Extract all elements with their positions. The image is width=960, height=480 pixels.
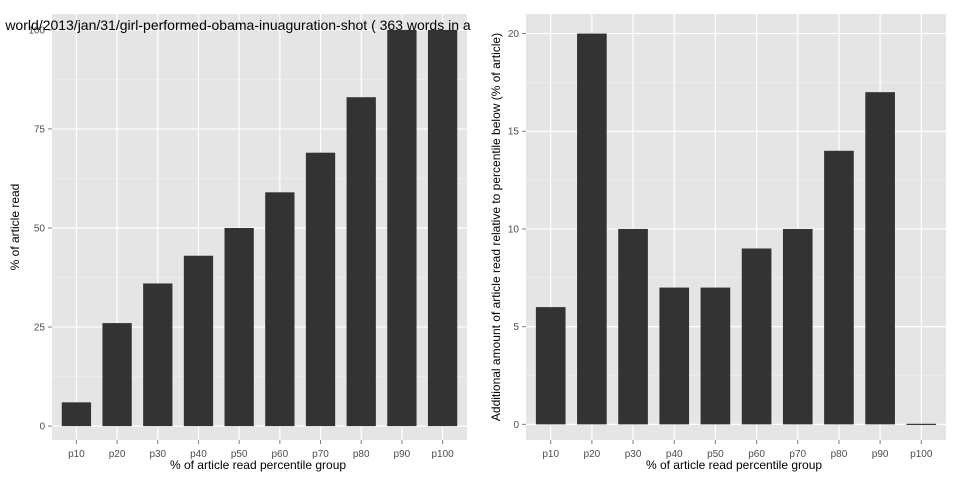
bar-p80 — [824, 150, 854, 425]
x-tick-label: p20 — [584, 449, 601, 460]
bar-p70 — [305, 152, 336, 427]
bar-p20 — [102, 323, 132, 427]
y-tick-label: 25 — [34, 323, 46, 334]
right-x-axis-ticks: p10 p20 p30 p40 p50 p60 p70 p80 p90 p100 — [542, 440, 933, 460]
x-tick-label: p80 — [353, 449, 370, 460]
bar-p50 — [224, 227, 254, 427]
left-x-axis-title: % of article read percentile group — [170, 458, 346, 472]
x-tick-label: p80 — [831, 449, 848, 460]
right-chart: 0 5 10 15 20 p10 p20 p30 p40 p50 p60 p70 p80 p90 p100… — [489, 14, 946, 472]
bar-p10 — [535, 307, 566, 425]
x-tick-label: p30 — [625, 449, 642, 460]
bar-p80 — [346, 97, 376, 427]
bar-p60 — [265, 192, 295, 427]
bar-p60 — [741, 248, 772, 425]
bar-p50 — [700, 287, 731, 425]
right-bars — [535, 33, 937, 425]
bar-p40 — [659, 287, 690, 425]
x-tick-label: p10 — [68, 449, 85, 460]
left-y-axis-ticks: 0 25 50 75 100 — [28, 25, 52, 433]
x-tick-label: p60 — [271, 449, 288, 460]
x-tick-label: p20 — [109, 449, 126, 460]
bar-p40 — [183, 255, 214, 427]
bar-p90 — [387, 29, 417, 427]
bar-p10 — [61, 402, 92, 427]
x-tick-label: p90 — [872, 449, 889, 460]
bar-p100 — [427, 29, 458, 427]
y-tick-label: 5 — [513, 322, 519, 333]
x-tick-label: p50 — [707, 449, 724, 460]
right-x-axis-title: % of article read percentile group — [646, 458, 822, 472]
left-bars — [61, 29, 458, 427]
x-tick-label: p10 — [542, 449, 559, 460]
y-tick-label: 10 — [508, 224, 520, 235]
y-tick-label: 75 — [34, 124, 46, 135]
x-tick-label: p30 — [149, 449, 166, 460]
x-tick-label: p60 — [748, 449, 765, 460]
right-y-axis-ticks: 0 5 10 15 20 — [508, 29, 526, 431]
x-tick-label: p40 — [190, 449, 207, 460]
y-tick-label: 15 — [508, 127, 520, 138]
left-x-axis-ticks: p10 p20 p30 p40 p50 p60 p70 p80 p90 p100 — [68, 440, 454, 460]
y-tick-label: 0 — [39, 422, 45, 433]
x-tick-label: p90 — [394, 449, 411, 460]
x-tick-label: p70 — [312, 449, 329, 460]
bar-p20 — [577, 33, 607, 425]
bar-p70 — [782, 228, 813, 425]
x-tick-label: p100 — [910, 449, 933, 460]
left-y-axis-title: % of article read — [8, 184, 22, 271]
bar-p100 — [906, 423, 937, 425]
x-tick-label: p40 — [666, 449, 683, 460]
x-tick-label: p50 — [231, 449, 248, 460]
y-tick-label: 100 — [28, 25, 45, 36]
left-chart-title: world/2013/jan/31/girl-performed-obama-i… — [4, 17, 471, 33]
y-tick-label: 50 — [34, 223, 46, 234]
y-tick-label: 20 — [508, 29, 520, 40]
x-tick-label: p70 — [789, 449, 806, 460]
bar-p30 — [143, 283, 173, 427]
x-tick-label: p100 — [431, 449, 454, 460]
y-tick-label: 0 — [513, 420, 519, 431]
bar-p30 — [618, 228, 648, 425]
right-y-axis-title: Additional amount of article read relati… — [489, 33, 503, 421]
bar-p90 — [865, 92, 895, 425]
